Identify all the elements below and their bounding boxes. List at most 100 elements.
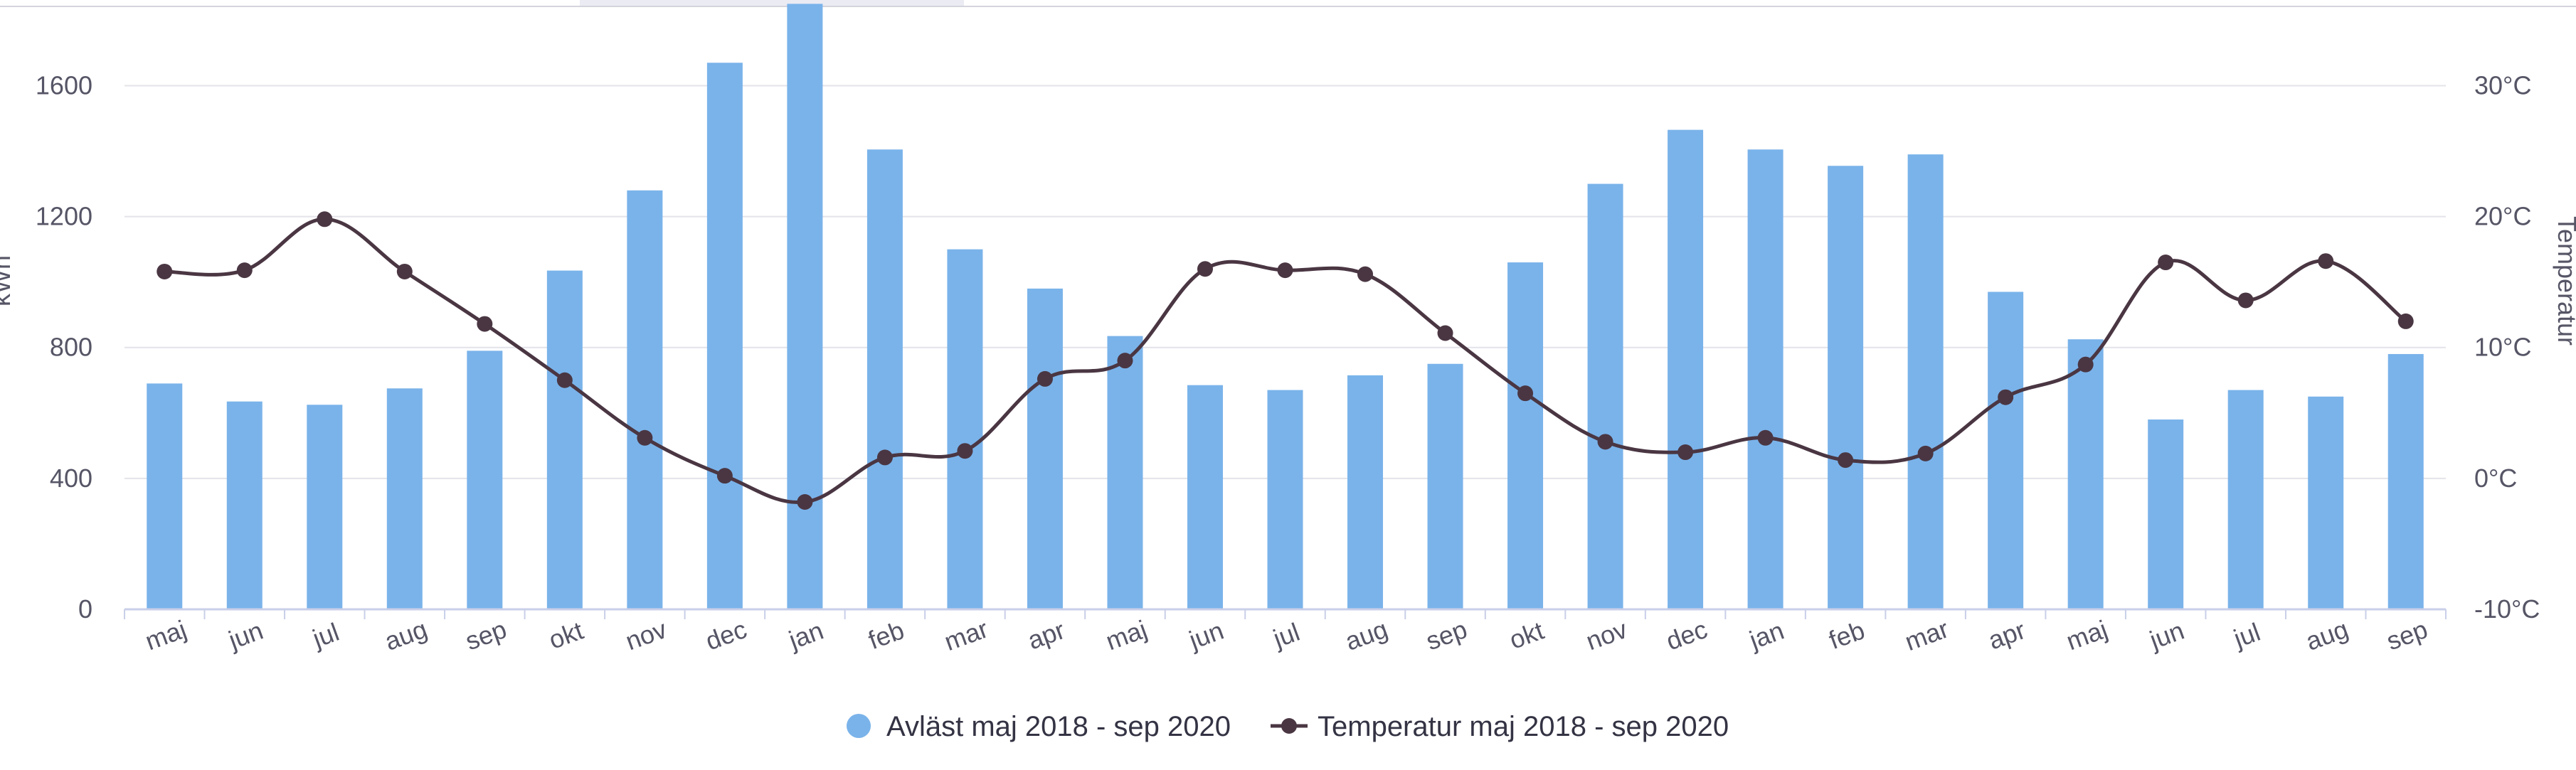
y-right-tick-label: 0°C <box>2474 464 2517 493</box>
x-tick-label: apr <box>1024 615 1069 655</box>
x-tick-label: jun <box>1184 616 1227 655</box>
bar <box>1587 183 1623 610</box>
y-left-tick-label: 1600 <box>36 70 92 100</box>
bar <box>2387 353 2424 609</box>
bar <box>386 388 423 609</box>
temperature-point <box>1998 389 2014 405</box>
bar <box>706 63 743 609</box>
x-tick-label: maj <box>1102 614 1151 656</box>
y-right-tick-label: 30°C <box>2474 70 2531 100</box>
temperature-point <box>957 443 973 459</box>
temperature-point <box>2318 253 2334 269</box>
legend-label-bars: Avläst maj 2018 - sep 2020 <box>886 711 1231 742</box>
bar <box>787 4 823 610</box>
temperature-point <box>1757 429 1774 446</box>
legend-item-bars[interactable]: Avläst maj 2018 - sep 2020 <box>847 711 1231 742</box>
bar <box>307 405 343 609</box>
x-tick-label: jan <box>785 616 827 655</box>
temperature-point <box>1277 262 1293 279</box>
temperature-point <box>1517 385 1534 402</box>
bar <box>2308 396 2344 609</box>
temperature-point <box>477 316 493 332</box>
temperature-point <box>1917 445 1934 461</box>
line-series <box>157 211 2414 510</box>
legend[interactable]: Avläst maj 2018 - sep 2020 Temperatur maj… <box>847 711 1729 742</box>
x-tick-label: feb <box>864 615 908 655</box>
bar <box>1828 166 1864 609</box>
y-left-tick-label: 800 <box>50 333 92 362</box>
y-right-tick-label: -10°C <box>2474 594 2540 624</box>
top-highlight <box>580 0 964 6</box>
temperature-point <box>317 211 333 228</box>
temperature-point <box>157 263 173 279</box>
temperature-point <box>1838 452 1854 469</box>
x-tick-label: jun <box>224 616 267 655</box>
bar <box>1027 288 1063 609</box>
temperature-point <box>396 263 413 279</box>
bar-series <box>147 4 2424 610</box>
temperature-point <box>556 372 573 388</box>
temperature-point <box>1677 444 1694 461</box>
bar <box>147 383 183 609</box>
x-tick-label: dec <box>1663 614 1712 656</box>
y-right-tick-label: 20°C <box>2474 202 2531 231</box>
bar <box>467 351 503 609</box>
bar <box>1187 385 1223 609</box>
x-tick-label: sep <box>462 614 511 656</box>
x-tick-label: apr <box>1984 615 2029 655</box>
legend-marker-line <box>1281 718 1297 734</box>
bar <box>1668 129 1704 609</box>
bar <box>2067 339 2104 609</box>
temperature-point <box>1197 261 1213 277</box>
bar <box>1747 149 1783 610</box>
x-tick-label: feb <box>1825 615 1868 655</box>
temperature-point <box>876 449 893 466</box>
bar <box>1267 390 1303 609</box>
bar <box>226 401 263 609</box>
x-tick-label: nov <box>1582 614 1631 656</box>
x-tick-label: okt <box>545 616 587 655</box>
temperature-point <box>2397 313 2414 329</box>
x-tick-label: aug <box>2302 614 2352 656</box>
x-tick-label: jul <box>1268 617 1303 653</box>
x-tick-label: dec <box>701 614 751 656</box>
temperature-point <box>1117 353 1133 369</box>
x-tick-label: sep <box>1422 614 1471 656</box>
bar <box>1907 154 1944 610</box>
grid-lines <box>0 0 2576 479</box>
bar <box>1347 375 1384 609</box>
bar <box>1988 292 2024 609</box>
legend-item-line[interactable]: Temperatur maj 2018 - sep 2020 <box>1271 711 1729 742</box>
x-tick-label: jan <box>1745 616 1788 655</box>
bar <box>2227 390 2264 609</box>
y-right-tick-label: 10°C <box>2474 333 2531 362</box>
x-tick-label: maj <box>142 614 191 656</box>
bar <box>866 149 903 610</box>
temperature-point <box>797 494 813 510</box>
bar <box>1107 336 1143 609</box>
x-tick-label: aug <box>1342 614 1392 656</box>
x-tick-label: aug <box>381 614 430 656</box>
temperature-point <box>2158 255 2174 271</box>
x-tick-label: sep <box>2382 614 2432 656</box>
x-tick-label: mar <box>1901 614 1952 656</box>
y-left-axis-title: kWh <box>0 255 16 306</box>
temperature-point <box>2237 292 2254 309</box>
x-tick-label: jun <box>2145 616 2188 655</box>
temperature-point <box>1597 434 1613 450</box>
temperature-point <box>2077 356 2094 373</box>
x-tick-label: okt <box>1505 616 1547 655</box>
bar <box>1427 363 1463 609</box>
x-tick-label: nov <box>622 614 671 656</box>
bar <box>627 190 663 610</box>
temperature-point <box>1357 266 1374 282</box>
legend-marker-bars <box>847 714 871 738</box>
temperature-point <box>1037 370 1053 387</box>
temperature-point <box>236 262 253 279</box>
temperature-point <box>637 429 653 446</box>
legend-label-line: Temperatur maj 2018 - sep 2020 <box>1318 711 1729 742</box>
y-right-axis-title: Temperatur <box>2553 216 2576 346</box>
y-left-tick-label: 1200 <box>36 202 92 231</box>
y-left-tick-label: 400 <box>50 464 92 493</box>
